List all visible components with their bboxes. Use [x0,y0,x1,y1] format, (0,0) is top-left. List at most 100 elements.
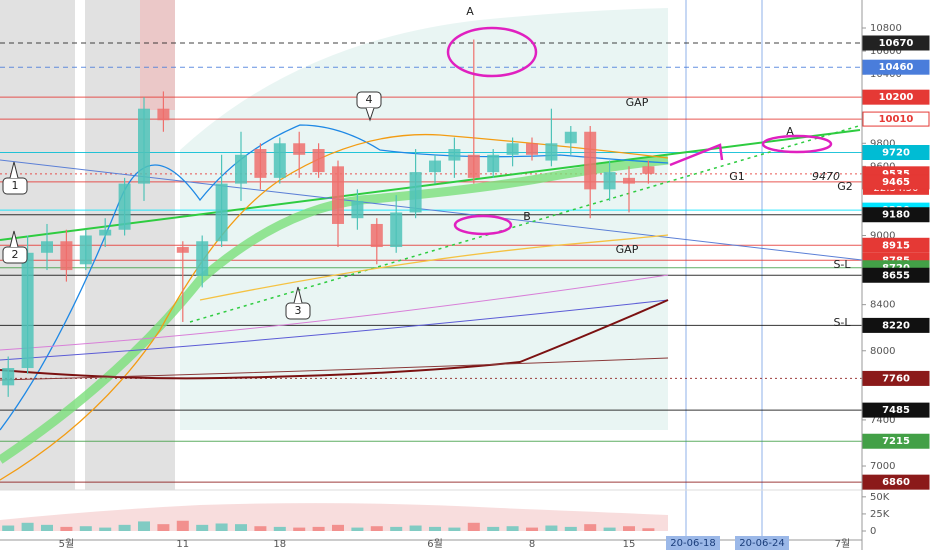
volume-bar [487,526,500,531]
price-label: 6860 [882,477,910,488]
price-label-box [862,59,930,75]
price-label-box [862,89,930,105]
ma [0,274,669,351]
price-label: 8220 [882,320,910,331]
price-label: 10010 [879,114,914,125]
volume-bar [351,527,364,531]
volume-bar [273,526,286,531]
candle-body [157,108,170,121]
x-tick-label: 7월 [835,538,851,550]
candle-body [312,149,325,173]
volume-bar [429,526,441,531]
candle-body [487,154,500,173]
annotation: B [523,210,531,223]
candle-body [273,143,286,178]
volume-bar [41,524,53,531]
candle-body [409,172,422,213]
candle-body [60,241,73,271]
volume-bar [2,525,15,531]
candle-body [351,200,364,219]
volume-area [0,503,668,531]
price-label: 7760 [882,373,910,384]
annotation: A [786,125,794,138]
volume-bar [99,527,112,531]
callout [356,91,382,122]
annotation: 4 [366,93,373,106]
volume-bar [21,522,34,531]
highlight-circle [446,26,538,78]
annotation: G1 [729,170,745,183]
ma [0,299,669,361]
highlight-circle [761,134,833,154]
price-label: 10670 [879,38,914,49]
volume-bar [332,524,344,531]
price-label: 9465 [882,177,910,188]
volume-bar [370,526,383,531]
candle-body [467,154,480,178]
annotation: S-L [833,258,851,271]
price-label-box [862,111,930,127]
volume-bar [526,527,538,531]
candle-body [235,154,247,184]
candle-body [448,149,461,161]
volume-bar [79,526,92,531]
x-tick-label: 18 [273,539,286,550]
callout [285,286,311,320]
date-marker: 20-06-24 [739,538,784,549]
candle-body [545,143,558,161]
y-tick-label: 7400 [870,415,895,426]
volume-bar [176,520,189,531]
annotation: GAP [626,96,649,109]
price-label: 7485 [882,405,910,416]
candle-body [564,131,577,144]
ma [0,357,669,381]
volume-bar [60,526,73,531]
volume-bar [235,524,247,531]
volume-tick-label: 25K [870,509,890,520]
y-tick-label: 10600 [870,46,902,57]
candle-body [215,183,228,242]
price-label-box [862,207,930,223]
price-label-box [862,474,930,490]
date-marker: 20-06-18 [670,538,715,549]
candle-body [176,247,189,253]
volume-bar [545,525,558,531]
volume-bar [584,524,597,531]
x-tick-label: 6월 [427,538,443,550]
candle-body [2,368,15,386]
price-label-box [862,237,930,253]
trend-line [189,124,863,323]
annotation: A [466,5,474,18]
candle-body [254,149,267,178]
volume-bar [603,527,616,531]
volume-bar [312,526,325,531]
volume-bar [293,527,306,531]
candle-body [526,143,538,155]
annotation: 3 [295,304,302,317]
annotation: 1 [12,179,19,192]
annotation: G2 [837,180,853,193]
volume-bar [138,521,150,531]
price-label-box [862,174,930,190]
candle-body [429,160,441,173]
price-label: 10200 [879,92,914,103]
price-label-box [862,370,930,386]
candle-body [390,212,403,248]
price-label: 8655 [882,270,910,281]
volume-tick-label: 0 [870,526,876,537]
y-tick-label: 10800 [870,23,902,34]
date-marker-box [735,536,789,550]
price-label: 9180 [882,210,910,221]
callout [2,161,28,195]
highlight-arrow [669,143,724,167]
x-tick-label: 5월 [59,538,75,550]
candle-body [506,143,519,155]
candle-body [603,172,616,190]
date-marker-box [666,536,720,550]
annotation: S-L [833,316,851,329]
candle-body [118,183,131,230]
x-tick-label: 15 [623,539,636,550]
price-label: 7215 [882,436,910,447]
volume-bar [215,523,228,531]
